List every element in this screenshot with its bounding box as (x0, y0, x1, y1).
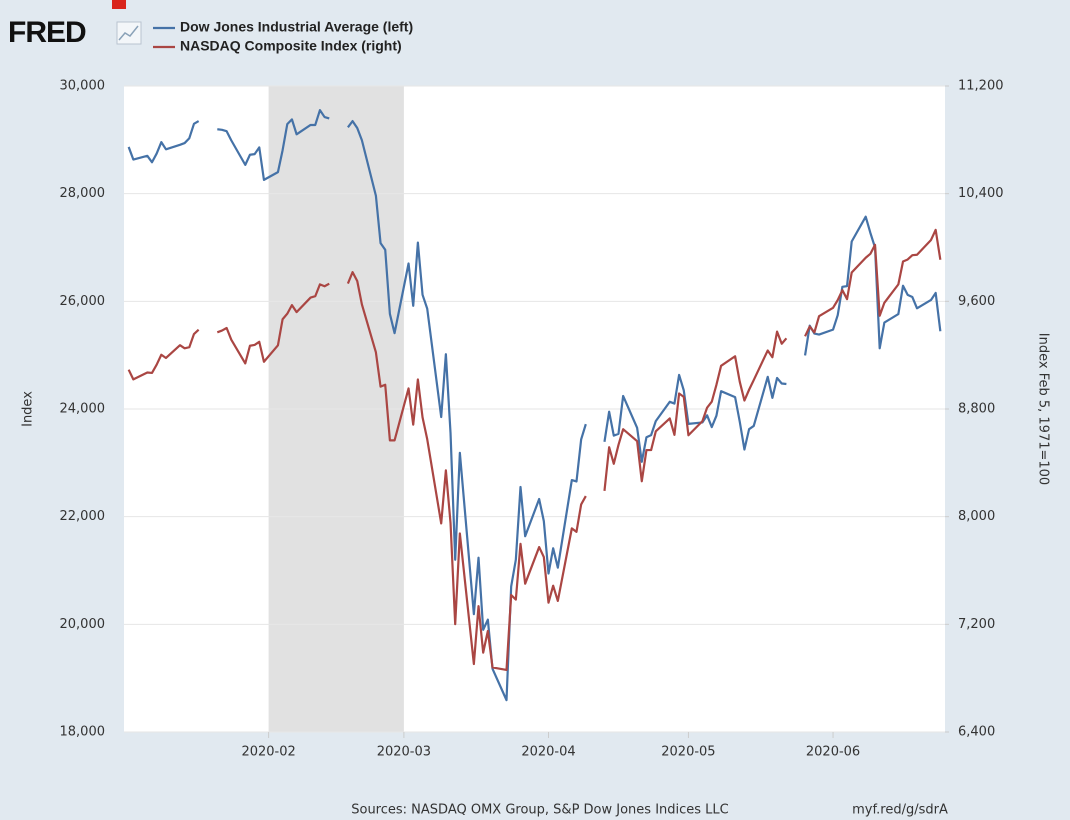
legend-label: NASDAQ Composite Index (right) (180, 38, 402, 54)
data-line (127, 109, 942, 702)
x-tick-label: 2020-05 (661, 745, 715, 760)
logo-badge (112, 0, 126, 9)
y2-axis-title: Index Feb 5, 1971=100 (1036, 333, 1051, 485)
y-tick-label: 26,000 (60, 294, 106, 309)
y-tick-label: 24,000 (60, 402, 106, 417)
y2-tick-label: 8,800 (958, 402, 995, 417)
x-tick-label: 2020-02 (241, 745, 295, 760)
y-tick-label: 18,000 (60, 725, 106, 740)
y2-tick-label: 10,400 (958, 186, 1004, 201)
logo: FRED (8, 16, 86, 49)
x-tick-label: 2020-03 (377, 745, 431, 760)
data-line (127, 228, 942, 672)
legend-label: Dow Jones Industrial Average (left) (180, 19, 413, 35)
y-tick-label: 22,000 (60, 509, 106, 524)
y-tick-label: 28,000 (60, 186, 106, 201)
x-tick-label: 2020-06 (806, 745, 860, 760)
y2-tick-label: 7,200 (958, 617, 995, 632)
source-note: Sources: NASDAQ OMX Group, S&P Dow Jones… (351, 803, 729, 818)
y2-tick-label: 9,600 (958, 294, 995, 309)
y-tick-label: 20,000 (60, 617, 106, 632)
y2-tick-label: 8,000 (958, 509, 995, 524)
y2-tick-label: 6,400 (958, 725, 995, 740)
x-tick-label: 2020-04 (521, 745, 575, 760)
y-tick-label: 30,000 (60, 79, 106, 94)
y-axis-title: Index (21, 391, 36, 427)
logo-icon (116, 21, 142, 45)
y2-tick-label: 11,200 (958, 79, 1004, 94)
short-link: myf.red/g/sdrA (852, 803, 948, 818)
